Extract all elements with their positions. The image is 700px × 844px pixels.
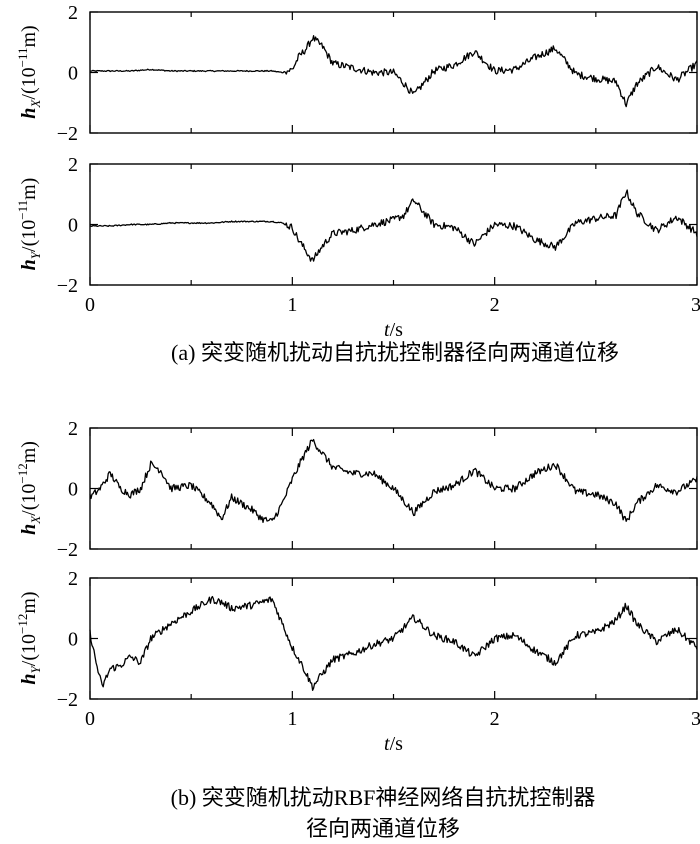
y-axis-title: hY/(10−12m): [15, 591, 43, 684]
x-tick-label: 2: [490, 708, 500, 730]
data-series-line: [89, 595, 698, 691]
y-tick-label: 2: [68, 2, 78, 24]
caption-a: (a) 突变随机扰动自抗扰控制器径向两通道位移: [171, 340, 619, 365]
x-tick-label: 0: [85, 708, 95, 730]
y-tick-label: −2: [57, 123, 78, 145]
y-tick-label: 0: [68, 479, 78, 501]
chart-panel-2: 2 0 −2 0 1 2 3 t/s hY/(10−11m): [15, 154, 700, 341]
y-tick-label: −2: [57, 539, 78, 561]
plot-frame-a-top: [89, 11, 698, 134]
y-tick-label: 2: [68, 154, 78, 176]
chart-panel-4: 2 0 −2 0 1 2 3 t/s hY/(10−12m): [15, 568, 700, 755]
y-tick-label: 2: [68, 418, 78, 440]
x-axis-title: t/s: [384, 319, 403, 341]
y-axis-title: hY/(10−11m): [15, 178, 43, 271]
plot-frame-a-bottom: [89, 163, 698, 286]
x-tick-label: 1: [287, 294, 297, 316]
x-tick-label: 2: [490, 294, 500, 316]
y-tick-label: −2: [57, 689, 78, 711]
data-series-line: [89, 189, 698, 262]
charts-layer: 20−2hX/(10−11m)20−20 1 2 3t/shY/(10−11m)20−…: [15, 2, 700, 755]
y-axis-title: hX/(10−11m): [15, 25, 43, 118]
caption-b-line1: (b) 突变随机扰动RBF神经网络自抗扰控制器: [171, 785, 596, 810]
x-tick-label: 0: [85, 294, 95, 316]
y-axis-title: hX/(10−12m): [15, 441, 43, 535]
y-tick-label: 2: [68, 568, 78, 590]
x-axis-title: t/s: [384, 733, 403, 755]
y-tick-label: 0: [68, 63, 78, 85]
y-tick-label: 0: [68, 629, 78, 651]
x-tick-label: 3: [691, 708, 700, 730]
data-series-line: [89, 35, 698, 108]
x-tick-label: 3: [691, 294, 700, 316]
x-tick-label: 1: [287, 708, 297, 730]
chart-panel-1: 2 0 −2 hX/(10−11m): [15, 2, 698, 145]
chart-panel-3: 2 0 −2 hX/(10−12m): [15, 418, 698, 561]
data-series-line: [89, 438, 698, 524]
y-tick-label: 0: [68, 215, 78, 237]
caption-b-line2: 径向两通道位移: [306, 816, 460, 841]
y-tick-label: −2: [57, 275, 78, 297]
